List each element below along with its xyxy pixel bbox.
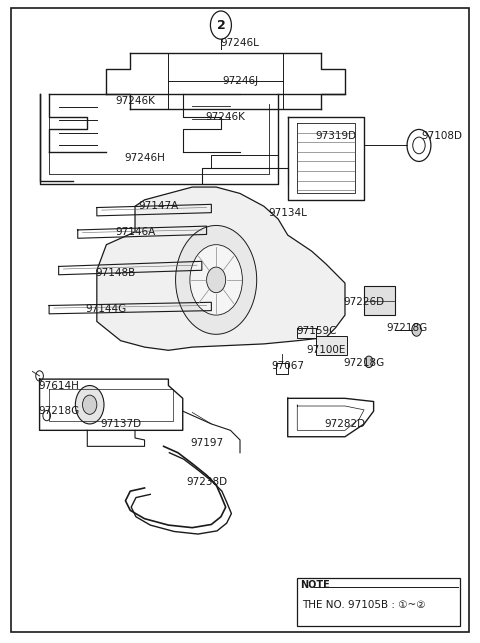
Text: 97246K: 97246K bbox=[206, 112, 246, 122]
Circle shape bbox=[75, 386, 104, 424]
Circle shape bbox=[206, 267, 226, 293]
Text: 97144G: 97144G bbox=[86, 303, 127, 314]
Text: 97137D: 97137D bbox=[100, 419, 141, 429]
Text: 97148B: 97148B bbox=[96, 269, 136, 278]
Text: 97067: 97067 bbox=[271, 361, 304, 371]
Text: 97246K: 97246K bbox=[115, 96, 155, 105]
Text: 97108D: 97108D bbox=[421, 131, 462, 141]
Text: 97218G: 97218G bbox=[38, 406, 79, 416]
Text: 97246H: 97246H bbox=[124, 153, 165, 163]
Text: 97319D: 97319D bbox=[315, 131, 356, 141]
Text: 97100E: 97100E bbox=[306, 345, 346, 356]
Text: 97246J: 97246J bbox=[222, 77, 258, 86]
Text: 97147A: 97147A bbox=[139, 201, 179, 212]
Text: THE NO. 97105B : ①~②: THE NO. 97105B : ①~② bbox=[302, 600, 426, 610]
Bar bbox=[316, 336, 348, 356]
Text: 97226D: 97226D bbox=[344, 297, 384, 307]
Circle shape bbox=[412, 323, 421, 336]
Text: 97238D: 97238D bbox=[186, 476, 227, 487]
Text: 97159C: 97159C bbox=[296, 326, 336, 336]
Bar bbox=[297, 577, 459, 626]
Text: 2: 2 bbox=[216, 19, 225, 32]
Text: 97197: 97197 bbox=[190, 438, 223, 448]
Text: 97282D: 97282D bbox=[324, 419, 366, 429]
Bar bbox=[364, 286, 395, 315]
Text: 97218G: 97218G bbox=[386, 323, 428, 333]
Text: 97218G: 97218G bbox=[344, 358, 384, 368]
PathPatch shape bbox=[97, 187, 345, 350]
Text: 97246L: 97246L bbox=[221, 38, 259, 48]
Circle shape bbox=[364, 356, 373, 368]
Text: 97614H: 97614H bbox=[38, 381, 79, 390]
Circle shape bbox=[83, 395, 97, 414]
Circle shape bbox=[176, 226, 257, 334]
Circle shape bbox=[190, 245, 242, 315]
Text: NOTE: NOTE bbox=[300, 580, 329, 590]
Text: 97146A: 97146A bbox=[115, 227, 155, 237]
Text: 97134L: 97134L bbox=[268, 208, 307, 218]
